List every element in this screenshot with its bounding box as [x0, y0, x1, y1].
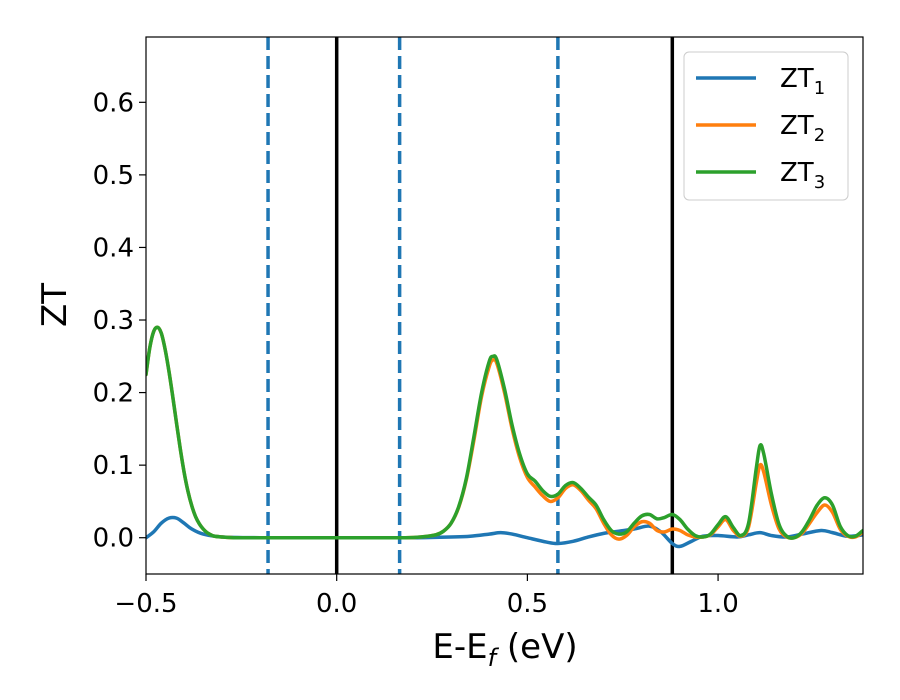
y-tick-label: 0.5	[93, 161, 134, 191]
legend: ZT1 ZT2 ZT3	[683, 51, 849, 201]
y-axis-ticks: 0.0 0.1 0.2 0.3 0.4 0.5 0.6	[93, 88, 146, 554]
y-tick-label: 0.2	[93, 379, 134, 409]
series-line-zt3	[146, 325, 863, 540]
y-tick-label: 0.6	[93, 88, 134, 118]
legend-label-zt1: ZT1	[780, 64, 825, 99]
y-tick-label: 0.0	[93, 524, 134, 554]
x-tick-label: −0.5	[114, 589, 177, 619]
legend-label-zt2: ZT2	[780, 111, 825, 146]
x-axis-ticks: −0.5 0.0 0.5 1.0	[114, 574, 739, 619]
y-tick-label: 0.1	[93, 451, 134, 481]
series-lines	[146, 325, 863, 549]
series-line-zt1	[146, 515, 863, 549]
x-tick-label: 1.0	[697, 589, 738, 619]
x-tick-label: 0.0	[316, 589, 357, 619]
x-tick-label: 0.5	[507, 589, 548, 619]
legend-box	[683, 51, 849, 201]
x-axis-label-unit: (eV)	[496, 627, 578, 667]
x-axis-label: E-Ef (eV)	[432, 627, 577, 672]
x-axis-label-main: E-E	[432, 627, 487, 667]
y-axis-label: ZT	[35, 283, 75, 327]
y-tick-label: 0.4	[93, 233, 134, 263]
plot-frame	[145, 36, 864, 575]
y-tick-label: 0.3	[93, 306, 134, 336]
reference-lines	[266, 37, 675, 574]
legend-label-zt3: ZT3	[780, 158, 825, 193]
